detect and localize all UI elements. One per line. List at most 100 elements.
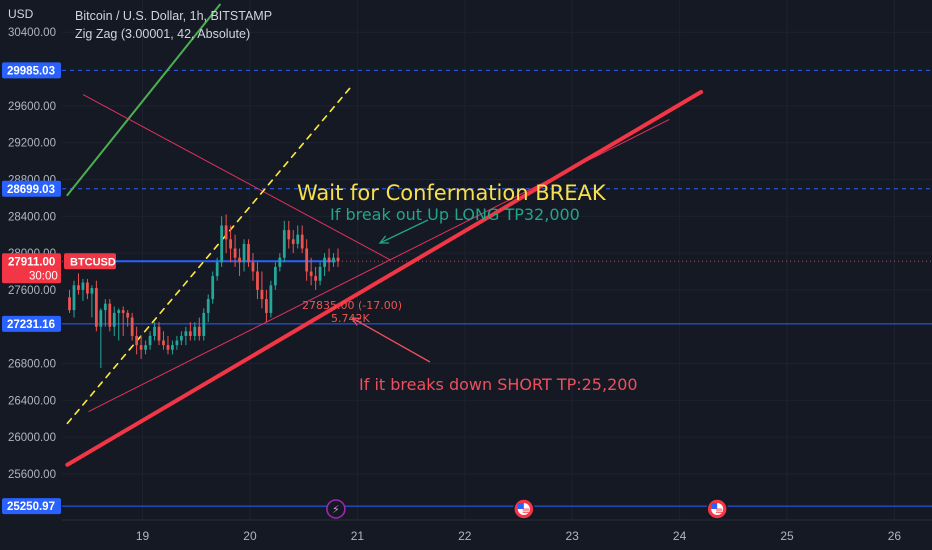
candle[interactable] xyxy=(233,234,237,267)
candle[interactable] xyxy=(273,262,277,290)
level-29985-tag[interactable] xyxy=(2,62,61,79)
candle[interactable] xyxy=(247,239,250,267)
us-economic-event-2-icon[interactable]: ≡ xyxy=(706,498,728,520)
candle[interactable] xyxy=(171,340,174,355)
candle[interactable] xyxy=(305,239,309,281)
price-axis[interactable]: 30400.0029600.0029200.0028800.0028400.00… xyxy=(0,0,116,550)
candle-body xyxy=(305,248,309,272)
candle[interactable] xyxy=(215,257,219,281)
candle-body xyxy=(238,257,241,263)
level-25250-tag[interactable] xyxy=(2,498,61,515)
candle[interactable] xyxy=(229,225,232,263)
candle[interactable] xyxy=(108,299,112,332)
level-28699-tag[interactable] xyxy=(2,180,61,197)
candle[interactable] xyxy=(220,216,224,267)
level-27231-tag[interactable] xyxy=(2,315,61,332)
candle[interactable] xyxy=(269,280,273,318)
candle[interactable] xyxy=(278,253,282,272)
candle-body xyxy=(126,312,130,318)
candle[interactable] xyxy=(179,331,183,346)
candle-body xyxy=(162,340,165,346)
candlestick-series[interactable] xyxy=(68,214,340,369)
candle-body xyxy=(184,331,188,336)
candle[interactable] xyxy=(148,331,152,350)
candle[interactable] xyxy=(211,271,215,304)
symbol-tag[interactable] xyxy=(64,253,116,270)
candle[interactable] xyxy=(332,253,335,267)
candle[interactable] xyxy=(175,335,179,350)
candle[interactable] xyxy=(224,214,228,254)
candle-body xyxy=(157,326,161,341)
candle-body xyxy=(215,262,219,277)
us-flag-stripes: ≡ xyxy=(522,506,530,517)
candle[interactable] xyxy=(251,253,255,281)
candle[interactable] xyxy=(291,230,295,254)
candle[interactable] xyxy=(188,322,192,341)
candle[interactable] xyxy=(166,335,170,355)
candle[interactable] xyxy=(77,273,80,295)
candle[interactable] xyxy=(94,280,98,332)
candle[interactable] xyxy=(130,312,134,341)
candle-body xyxy=(278,257,282,267)
us-flag-icon-canton xyxy=(517,503,524,509)
candle[interactable] xyxy=(256,262,259,300)
candle[interactable] xyxy=(117,308,121,341)
y-tick-label: 26000.00 xyxy=(8,432,56,444)
indicator-legend[interactable]: Zig Zag (3.00001, 42, Absolute) xyxy=(75,27,251,41)
candle[interactable] xyxy=(309,257,313,286)
candle-body xyxy=(300,234,304,249)
symbol-title[interactable]: Bitcoin / U.S. Dollar, 1h, BITSTAMP xyxy=(75,9,273,23)
candle[interactable] xyxy=(162,331,165,350)
candle[interactable] xyxy=(184,326,188,346)
candle[interactable] xyxy=(139,335,143,359)
us-economic-event-1-icon[interactable]: ≡ xyxy=(513,498,535,520)
candle[interactable] xyxy=(90,285,94,318)
x-tick-label: 25 xyxy=(780,529,794,543)
candle-body xyxy=(202,312,206,336)
candle[interactable] xyxy=(260,271,264,309)
candle-body xyxy=(135,335,139,346)
candle[interactable] xyxy=(327,248,331,272)
candle[interactable] xyxy=(99,308,103,369)
candle[interactable] xyxy=(197,317,201,341)
candle[interactable] xyxy=(287,220,291,249)
candle[interactable] xyxy=(206,294,210,323)
candle[interactable] xyxy=(112,306,116,336)
candle-body xyxy=(130,317,134,336)
candle[interactable] xyxy=(121,306,125,336)
candle[interactable] xyxy=(265,289,268,323)
candle[interactable] xyxy=(68,289,71,313)
candle[interactable] xyxy=(336,248,340,267)
triangle-upper-line[interactable] xyxy=(82,94,391,261)
support-trend-line[interactable] xyxy=(65,90,704,467)
dashed-trend-line[interactable] xyxy=(66,84,353,425)
earnings-lightning-icon[interactable]: ⚡ xyxy=(326,499,346,519)
candle[interactable] xyxy=(323,253,326,277)
candle[interactable] xyxy=(282,220,286,263)
candle[interactable] xyxy=(296,225,300,249)
candle[interactable] xyxy=(300,225,304,254)
trend-drawings[interactable] xyxy=(65,3,704,467)
candle[interactable] xyxy=(144,340,147,355)
candle[interactable] xyxy=(193,322,197,341)
candle[interactable] xyxy=(135,326,139,355)
candle-body xyxy=(242,243,246,263)
candle[interactable] xyxy=(238,248,241,277)
candle[interactable] xyxy=(318,262,322,286)
candle[interactable] xyxy=(86,278,89,300)
candle[interactable] xyxy=(202,308,206,341)
candle[interactable] xyxy=(72,280,76,318)
candle[interactable] xyxy=(314,266,318,290)
candle-body xyxy=(233,248,237,258)
candle[interactable] xyxy=(81,278,85,301)
event-icons[interactable]: ⚡ ≡ ≡ xyxy=(326,498,728,520)
candle[interactable] xyxy=(157,322,161,346)
candle[interactable] xyxy=(153,322,156,341)
time-axis[interactable]: 19 20 21 22 23 24 25 26 xyxy=(0,519,932,550)
candle[interactable] xyxy=(103,299,107,327)
candle[interactable] xyxy=(126,310,130,327)
zigzag-line[interactable] xyxy=(66,3,221,197)
candle[interactable] xyxy=(242,239,246,272)
current-price-tag[interactable] xyxy=(2,253,61,284)
